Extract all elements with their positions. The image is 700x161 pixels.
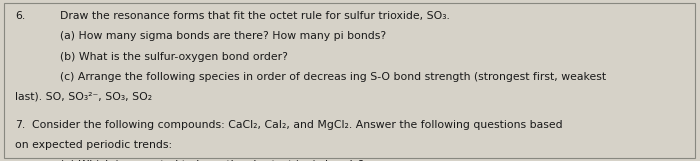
Text: Draw the resonance forms that fit the octet rule for sulfur trioxide, SO₃.: Draw the resonance forms that fit the oc… (60, 11, 449, 21)
FancyBboxPatch shape (4, 3, 695, 158)
Text: (b) What is the sulfur-oxygen bond order?: (b) What is the sulfur-oxygen bond order… (60, 52, 288, 62)
Text: last). SO, SO₃²⁻, SO₃, SO₂: last). SO, SO₃²⁻, SO₃, SO₂ (15, 92, 153, 102)
Text: (a) How many sigma bonds are there? How many pi bonds?: (a) How many sigma bonds are there? How … (60, 31, 386, 41)
Text: 7.: 7. (15, 120, 26, 130)
Text: (a) Which is expected to have the shortest ionic bonds?: (a) Which is expected to have the shorte… (60, 160, 363, 161)
Text: 6.: 6. (15, 11, 26, 21)
Text: on expected periodic trends:: on expected periodic trends: (15, 140, 172, 150)
Text: (c) Arrange the following species in order of decreas ing S-O bond strength (str: (c) Arrange the following species in ord… (60, 72, 606, 82)
Text: Consider the following compounds: CaCl₂, CaI₂, and MgCl₂. Answer the following q: Consider the following compounds: CaCl₂,… (32, 120, 563, 130)
